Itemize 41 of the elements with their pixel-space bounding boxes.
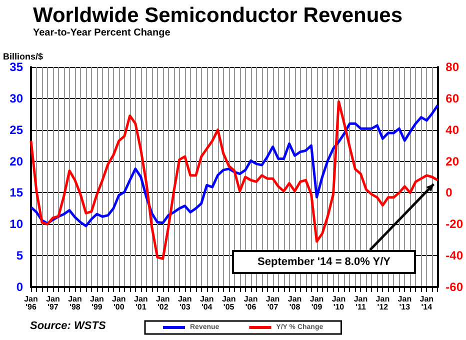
x-tick-label: Jan '97: [46, 294, 60, 312]
y2-tick-label: 40: [446, 122, 460, 137]
x-tick-label: Jan '08: [288, 294, 302, 312]
x-tick-label: Jan '00: [112, 294, 126, 312]
x-tick-label: Jan '12: [376, 294, 390, 312]
y2-tick-label: 80: [446, 60, 460, 74]
y-tick-label: 15: [10, 186, 24, 200]
y-tick-label: 30: [10, 91, 24, 106]
y2-tick-label: -20: [446, 217, 464, 232]
x-tick-label: Jan '11: [354, 294, 368, 312]
x-tick-label: Jan '04: [200, 294, 214, 312]
y-tick-label: 5: [16, 248, 24, 263]
y-tick-label: 25: [10, 122, 24, 137]
x-tick-label: Jan '96: [24, 294, 38, 312]
x-tick-label: Jan '05: [222, 294, 236, 312]
y2-tick-label: -60: [446, 280, 464, 294]
x-tick-label: Jan '99: [90, 294, 104, 312]
y-tick-label: 35: [10, 60, 24, 74]
line-series: [30, 104, 439, 228]
y-tick-label: 0: [16, 280, 24, 294]
x-tick-label: Jan '10: [332, 294, 346, 312]
y2-tick-label: 20: [446, 154, 460, 168]
x-tick-label: Jan '98: [68, 294, 82, 312]
x-tick-label: Jan '03: [178, 294, 192, 312]
callout-box: September '14 = 8.0% Y/Y: [232, 250, 416, 274]
y2-tick-label: 0: [446, 186, 453, 200]
x-tick-label: Jan '13: [398, 294, 412, 312]
y-tick-label: 20: [10, 154, 24, 168]
chart-title: Worldwide Semiconductor Revenues: [33, 4, 403, 27]
x-tick-label: Jan '09: [310, 294, 324, 312]
chart-subtitle: Year-to-Year Percent Change: [33, 28, 171, 38]
x-tick-label: Jan '07: [266, 294, 280, 312]
y-tick-label: 10: [10, 217, 24, 232]
y2-tick-label: -40: [446, 248, 464, 263]
source-note: Source: WSTS: [30, 320, 106, 332]
x-tick-label: Jan '02: [156, 294, 170, 312]
y-axis-title: Billions/$: [3, 52, 44, 62]
x-tick-label: Jan '06: [244, 294, 258, 312]
y2-tick-label: 60: [446, 91, 460, 106]
x-tick-label: Jan '14: [420, 294, 434, 312]
x-tick-label: Jan '01: [134, 294, 148, 312]
